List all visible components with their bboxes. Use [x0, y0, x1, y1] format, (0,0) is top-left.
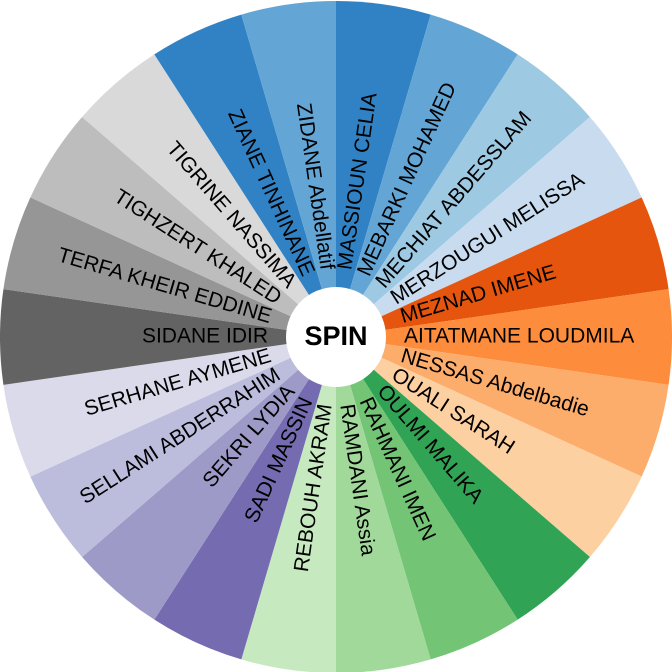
wheel-segment	[336, 337, 431, 672]
wheel-segment	[3, 197, 336, 337]
wheel-segment	[336, 1, 431, 337]
wheel-segment-label: AITATMANE LOUDMILA	[404, 325, 634, 348]
wheel-segment	[336, 337, 669, 477]
wheel-segment	[0, 289, 336, 385]
wheel-segment	[336, 197, 669, 337]
wheel-segment	[30, 116, 337, 337]
wheel-segment	[82, 337, 336, 620]
wheel-segment	[82, 54, 336, 338]
wheel-segment	[336, 337, 642, 558]
wheel-segment	[336, 54, 590, 338]
spin-button-circle[interactable]	[286, 287, 386, 387]
wheel-segment	[336, 289, 672, 385]
spin-button[interactable]: SPIN	[286, 287, 386, 387]
wheel-segment	[241, 1, 336, 337]
wheel-segment	[336, 116, 642, 337]
wheel-segment	[336, 14, 518, 338]
wheel-segment	[154, 337, 336, 660]
wheel-segment	[3, 337, 336, 477]
wheel-segment	[336, 337, 518, 660]
wheel-segment	[154, 14, 336, 338]
spin-button-label[interactable]: SPIN	[304, 321, 367, 351]
wheel-segment	[30, 337, 337, 558]
wheel-segment-label: SIDANE IDIR	[142, 325, 268, 348]
wheel-segment	[241, 337, 336, 672]
wheel-segment	[336, 337, 590, 620]
